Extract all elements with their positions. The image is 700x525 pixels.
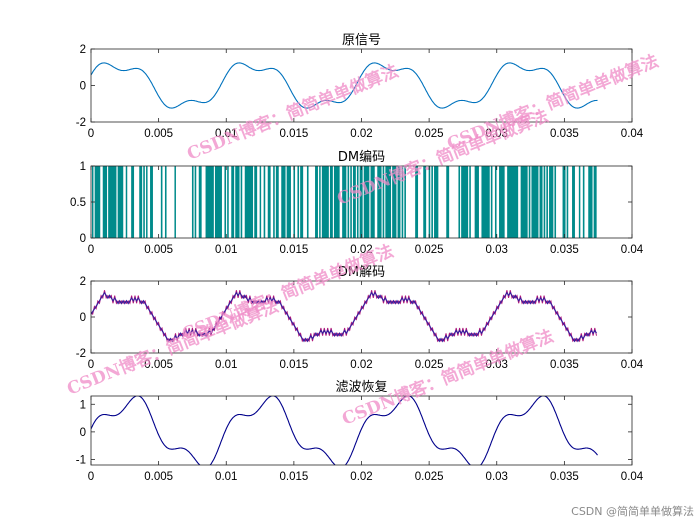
subplot-3: DM解码 0 0.005 0.01 0.015 0.02 0.025 0.03 0.035 0.0…	[76, 265, 644, 371]
watermark-text: CSDN博客：简简单单做算法	[184, 60, 401, 164]
x-tick-label: 0.04	[621, 128, 644, 140]
x-tick-label: 0.035	[550, 128, 579, 140]
x-tick-label: 0.01	[215, 471, 237, 483]
x-tick-label: 0.015	[279, 128, 308, 140]
filtered-signal-line	[91, 396, 598, 465]
subplot-title: 原信号	[342, 33, 381, 48]
x-tick-label: 0.035	[550, 471, 579, 483]
plot-area	[91, 396, 598, 465]
y-tick-label: 2	[80, 276, 86, 288]
x-tick-label: 0.03	[486, 244, 508, 256]
x-tick-label: 0.035	[550, 359, 579, 371]
x-tick-label: 0.03	[486, 128, 508, 140]
x-tick-label: 0.005	[144, 244, 173, 256]
subplot-title: DM编码	[338, 150, 385, 165]
y-tick-label: 0	[80, 233, 86, 245]
y-tick-label: 1	[80, 161, 86, 173]
axes-layer: 原信号 0 0.005 0.01 0.015 0.02 0.025 0.03 0.035 0.04…	[70, 33, 644, 483]
x-tick-label: 0.025	[415, 359, 444, 371]
x-tick-label: 0.025	[415, 128, 444, 140]
y-tick-label: -2	[76, 348, 86, 360]
x-tick-label: 0.01	[215, 244, 237, 256]
y-tick-label: 2	[80, 44, 86, 56]
x-tick-label: 0.02	[350, 471, 372, 483]
csdn-credit: CSDN @简简单单做算法	[571, 504, 694, 518]
subplot-4: 滤波恢复 0 0.005 0.01 0.015 0.02 0.025 0.03 0.035 0.0…	[76, 380, 644, 483]
x-tick-label: 0.03	[486, 471, 508, 483]
x-tick-label: 0.005	[144, 471, 173, 483]
x-tick-label: 0.01	[215, 128, 237, 140]
x-tick-label: 0.03	[486, 359, 508, 371]
x-tick-label: 0.02	[350, 359, 372, 371]
x-tick-label: 0.035	[550, 244, 579, 256]
watermark-text: CSDN博客：简简单单做算法	[179, 240, 396, 344]
x-tick-label: 0.005	[144, 359, 173, 371]
y-tick-label: 1	[80, 399, 86, 411]
plot-area	[91, 62, 598, 109]
x-tick-label: 0.015	[279, 359, 308, 371]
x-tick-label: 0.04	[621, 359, 644, 371]
x-tick-label: 0.04	[621, 244, 644, 256]
dm-decoded-staircase	[91, 291, 598, 343]
original-signal-line	[91, 62, 598, 109]
x-tick-label: 0.01	[215, 359, 237, 371]
x-tick-label: 0.025	[415, 471, 444, 483]
subplot-title: 滤波恢复	[335, 380, 387, 395]
x-tick-label: 0.02	[350, 128, 372, 140]
x-tick-label: 0	[88, 359, 94, 371]
subplot-2: DM编码 0 0.005 0.01 0.015 0.02 0.025 0.03 0.035 0.0…	[70, 150, 644, 256]
subplot-1: 原信号 0 0.005 0.01 0.015 0.02 0.025 0.03 0.035 0.04…	[76, 33, 644, 140]
x-tick-label: 0.015	[279, 244, 308, 256]
y-tick-label: -1	[76, 454, 86, 466]
x-tick-label: 0	[88, 471, 94, 483]
x-tick-label: 0	[88, 244, 94, 256]
y-tick-label: -2	[76, 117, 86, 129]
x-tick-label: 0.015	[279, 471, 308, 483]
x-tick-label: 0.025	[415, 244, 444, 256]
watermark-layer: CSDN博客：简简单单做算法CSDN博客：简简单单做算法CSDN博客：简简单单做…	[64, 50, 661, 429]
subplot-title: DM解码	[338, 265, 385, 280]
y-tick-label: 0	[80, 427, 86, 439]
y-tick-label: 0	[80, 81, 86, 93]
x-tick-label: 0.02	[350, 244, 372, 256]
x-tick-label: 0	[88, 128, 94, 140]
y-tick-label: 0	[80, 312, 86, 324]
x-tick-label: 0.005	[144, 128, 173, 140]
plot-area	[91, 290, 598, 343]
x-tick-label: 0.04	[621, 471, 644, 483]
y-tick-label: 0.5	[70, 197, 86, 209]
